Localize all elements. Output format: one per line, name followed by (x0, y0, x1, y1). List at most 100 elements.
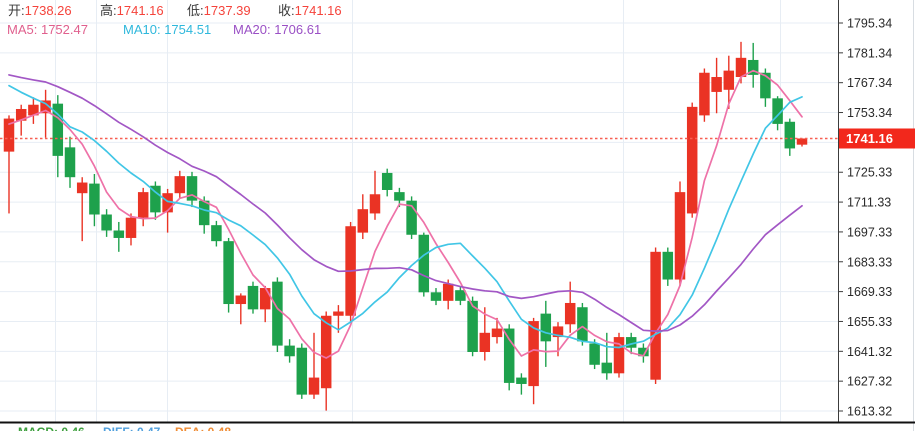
candle-body (64, 147, 76, 178)
macd-value: MACD: 0.46 (18, 426, 85, 431)
candle-body (430, 292, 442, 301)
candle-body (455, 290, 466, 301)
candle-body (247, 285, 259, 310)
open-label: 开: (8, 3, 25, 18)
candle-body (333, 311, 344, 316)
ma20-label: MA20: (233, 22, 271, 37)
candles-layer (3, 41, 808, 411)
ma10-readout: MA10: 1754.51 (123, 22, 211, 38)
candle-body (735, 57, 747, 78)
candle-body (589, 343, 600, 365)
candle-body (516, 377, 527, 384)
price-axis-label: 1669.33 (847, 285, 892, 299)
candle-body (186, 176, 198, 201)
ma20-line (8, 74, 803, 332)
candle-body (467, 300, 478, 352)
close-readout: 收:1741.16 (278, 3, 342, 19)
ma10-line (8, 84, 803, 349)
dea-value: DEA: 0.48 (175, 426, 231, 431)
diff-value: DIFF: 0.47 (103, 426, 160, 431)
candle-body (772, 98, 783, 124)
price-axis-label: 1795.34 (847, 17, 892, 31)
ma20-value: 1706.61 (274, 22, 322, 37)
candle-body (76, 182, 88, 194)
current-price-badge-text: 1741.16 (846, 131, 893, 146)
candle-body (394, 192, 405, 201)
candle-body (174, 176, 186, 194)
candle-body (369, 194, 381, 214)
price-axis-label: 1753.34 (847, 106, 892, 120)
candle-body (528, 321, 539, 387)
candle-body (308, 377, 320, 395)
close-value: 1741.16 (294, 3, 342, 18)
candle-body (784, 121, 796, 149)
candle-body (699, 72, 710, 116)
candle-body (613, 337, 625, 374)
candle-body (650, 251, 661, 380)
price-axis-label: 1767.34 (847, 76, 892, 90)
candle-body (162, 193, 173, 213)
candle-body (638, 347, 649, 357)
high-readout: 高:1741.16 (100, 3, 164, 19)
candle-body (552, 326, 564, 338)
candle-body (259, 288, 271, 310)
candle-body (503, 328, 515, 383)
candle-body (284, 345, 295, 357)
ma5-value: 1752.47 (40, 22, 88, 37)
candle-body (101, 214, 112, 231)
candle-body (3, 118, 15, 152)
ma5-label: MA5: (7, 22, 38, 37)
candle-body (540, 313, 552, 342)
high-value: 1741.16 (116, 3, 164, 18)
current-price-badge: 1741.16 (839, 128, 915, 149)
low-label: 低: (187, 3, 204, 18)
price-axis-label: 1627.32 (847, 375, 892, 389)
candle-body (491, 328, 503, 338)
ma-lines-layer (8, 69, 803, 359)
candle-body (796, 138, 808, 145)
candle-body (577, 307, 588, 342)
candle-body (406, 200, 417, 235)
candle-body (625, 337, 637, 348)
candle-body (150, 185, 161, 213)
price-axis-label: 1781.34 (847, 46, 892, 60)
candle-body (296, 347, 308, 395)
close-label: 收: (278, 3, 295, 18)
candle-body (418, 234, 430, 293)
candle-body (686, 106, 698, 214)
price-axis-label: 1641.32 (847, 345, 892, 359)
price-axis-label: 1711.33 (847, 196, 891, 210)
price-axis-label: 1613.32 (847, 405, 892, 419)
ma10-label: MA10: (123, 22, 161, 37)
candle-body (564, 302, 576, 325)
ma5-readout: MA5: 1752.47 (7, 22, 88, 38)
candle-body (40, 100, 51, 114)
candle-body (711, 77, 722, 92)
price-axis-label: 1697.33 (847, 225, 892, 239)
candle-body (442, 283, 454, 301)
candle-body (125, 217, 137, 238)
candle-body (723, 70, 735, 90)
open-value: 1738.26 (24, 3, 72, 18)
low-value: 1737.39 (203, 3, 251, 18)
candle-body (28, 104, 39, 116)
candle-body (674, 192, 686, 280)
candle-body (89, 183, 100, 215)
ma20-readout: MA20: 1706.61 (233, 22, 321, 38)
price-axis-label: 1655.33 (847, 315, 892, 329)
candle-body (601, 362, 613, 374)
candle-body (272, 281, 283, 346)
candle-body (15, 108, 27, 121)
price-axis-label: 1683.33 (847, 255, 892, 269)
candle-body (137, 192, 149, 218)
candle-body (479, 332, 491, 352)
candle-body (662, 251, 674, 280)
candle-body (211, 225, 222, 242)
candle-body (747, 59, 759, 75)
candle-body (235, 295, 247, 305)
ma10-value: 1754.51 (164, 22, 212, 37)
candle-body (760, 72, 771, 99)
